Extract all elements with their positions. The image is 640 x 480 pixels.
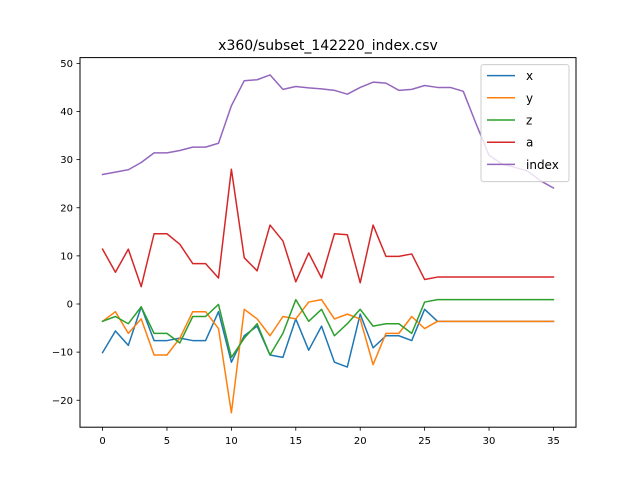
y-tick-label: 30 xyxy=(60,155,73,166)
y-tick-label: 40 xyxy=(60,107,73,118)
plot-frame xyxy=(79,57,577,428)
legend-label-index: index xyxy=(526,158,559,172)
x-axis: 0 5 10 15 20 25 30 35 xyxy=(99,427,560,447)
legend-label-y: y xyxy=(526,91,533,105)
y-tick-label: −10 xyxy=(52,348,73,359)
series-line-x xyxy=(101,306,555,368)
legend-label-a: a xyxy=(526,136,533,150)
y-tick-label: 20 xyxy=(60,203,73,214)
x-tick-label: 30 xyxy=(483,436,496,447)
x-tick-label: 35 xyxy=(547,436,560,447)
legend-label-x: x xyxy=(526,69,533,83)
y-tick-label: 0 xyxy=(67,300,73,311)
y-tick-label: −20 xyxy=(52,396,73,407)
x-tick-label: 20 xyxy=(354,436,367,447)
series-line-y xyxy=(101,298,555,414)
y-tick-label: 50 xyxy=(60,59,73,70)
x-tick-label: 25 xyxy=(418,436,431,447)
series-line-index xyxy=(101,74,555,190)
plot-series xyxy=(101,74,555,414)
x-tick-label: 5 xyxy=(164,436,170,447)
y-tick-label: 10 xyxy=(60,251,73,262)
chart-title: x360/subset_142220_index.csv xyxy=(218,38,438,54)
legend-box xyxy=(480,64,570,183)
y-axis: −20 −10 0 10 20 30 40 50 xyxy=(52,59,80,407)
x-tick-label: 10 xyxy=(225,436,238,447)
series-line-a xyxy=(101,168,555,288)
series-line-z xyxy=(101,298,555,359)
x-tick-label: 0 xyxy=(99,436,105,447)
legend-label-z: z xyxy=(526,114,532,128)
x-tick-label: 15 xyxy=(289,436,302,447)
